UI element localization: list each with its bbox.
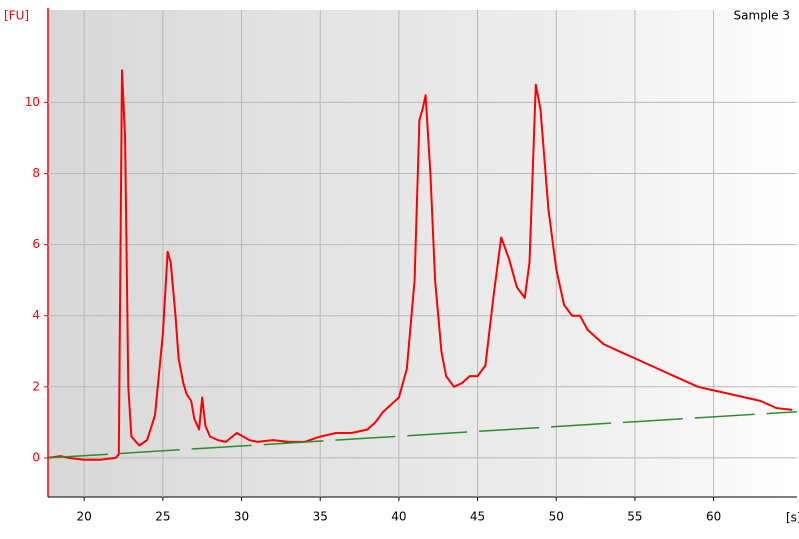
y-tick-label: 2 [32, 379, 40, 393]
chart-title: Sample 3 [734, 9, 790, 23]
x-tick-label: 45 [470, 510, 485, 524]
y-tick-label: 6 [32, 237, 40, 251]
x-tick-label: 55 [627, 510, 642, 524]
x-tick-label: 60 [706, 510, 721, 524]
x-tick-label: 50 [549, 510, 564, 524]
plot-background [48, 10, 797, 497]
y-tick-label: 4 [32, 308, 40, 322]
x-tick-label: 30 [234, 510, 249, 524]
x-tick-label: 20 [77, 510, 92, 524]
y-tick-label: 8 [32, 166, 40, 180]
x-tick-label: 40 [391, 510, 406, 524]
x-tick-label: 25 [155, 510, 170, 524]
y-axis-label: [FU] [4, 9, 29, 23]
x-tick-label: 35 [313, 510, 328, 524]
y-tick-label: 0 [32, 450, 40, 464]
x-axis-label: [s] [786, 511, 799, 525]
data-line [47, 69, 793, 461]
y-tick-label: 10 [25, 95, 40, 109]
data-line [47, 410, 798, 459]
